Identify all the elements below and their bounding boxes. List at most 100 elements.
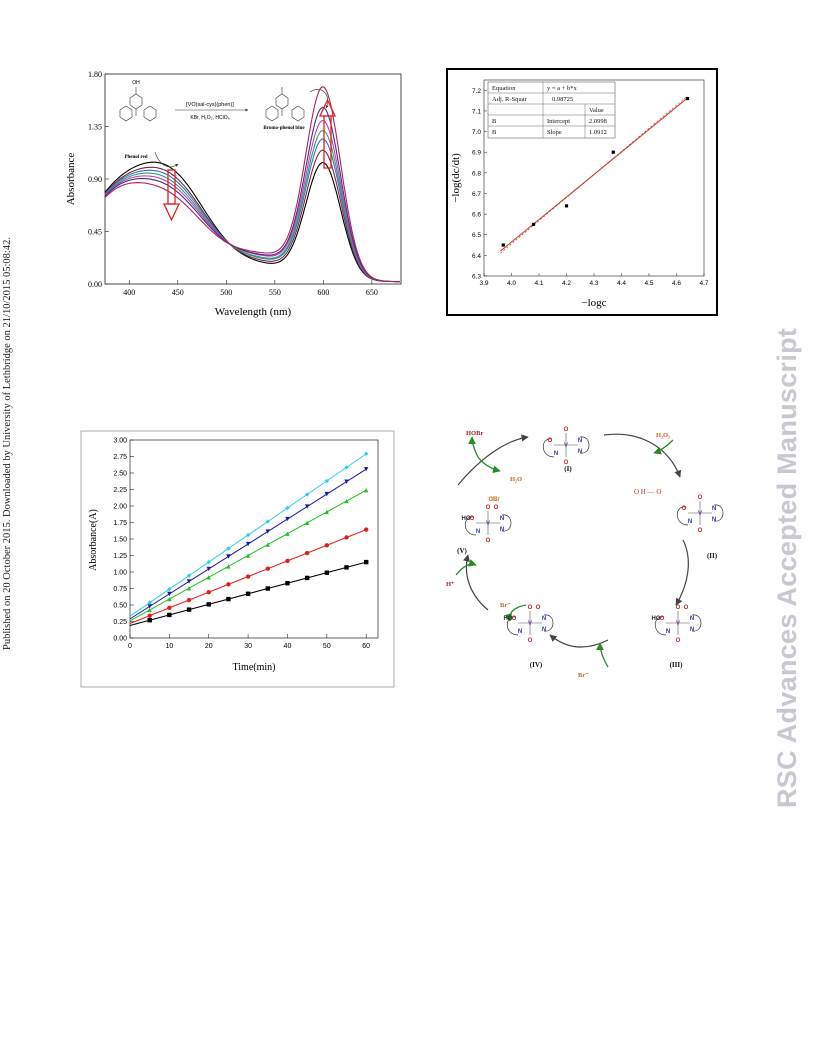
spectrum-line	[104, 129, 400, 283]
data-point	[285, 581, 290, 586]
spectrum-line	[104, 149, 400, 283]
data-point	[304, 575, 310, 581]
h2o2-label: H₂O₂	[656, 432, 670, 439]
data-point	[245, 574, 251, 579]
x-tick-label: 3.9	[479, 280, 488, 287]
data-point	[186, 585, 192, 591]
data-point	[265, 529, 270, 534]
data-point	[226, 554, 231, 559]
spectrum-line	[104, 86, 400, 283]
vanadium-atom: V	[564, 443, 568, 449]
nitrogen-atom: N	[554, 451, 558, 457]
log-rate-chart: 3.9 4.0 4.1 4.2 4.3 4.4 4.5 4.6 4.7 6.3 6.4 6.5 6.6 6…	[446, 68, 718, 316]
data-point	[265, 586, 270, 591]
complex-label-2: (II)	[707, 552, 718, 560]
nitrogen-atom: N	[578, 438, 582, 444]
data-point	[363, 559, 369, 565]
data-point	[285, 531, 290, 536]
nitrogen-atom: N	[712, 517, 716, 523]
oxygen-atom: O	[512, 616, 517, 622]
y-tick-label: 0.45	[88, 228, 102, 237]
x-tick-label: 650	[366, 288, 378, 297]
phen-ligand	[713, 504, 724, 522]
x-tick-label: 60	[362, 643, 370, 650]
oxygen-atom: O	[528, 638, 533, 644]
confidence-line	[500, 95, 688, 254]
hplus-label: H⁺	[446, 581, 455, 588]
data-point	[265, 566, 270, 571]
y-tick-label: 1.25	[113, 553, 127, 560]
y-tick-label: 2.25	[113, 487, 127, 494]
svg-text:Intercept: Intercept	[547, 118, 570, 125]
fit-line	[500, 97, 688, 252]
data-point	[167, 591, 172, 597]
data-point	[344, 565, 349, 570]
y-tick-label: 2.00	[113, 504, 127, 511]
manuscript-watermark: RSC Advances Accepted Manuscript	[772, 327, 802, 808]
data-point	[265, 542, 270, 547]
nitrogen-atom: N	[518, 629, 522, 635]
y-tick-label: 6.4	[472, 253, 481, 260]
conditions-label: KBr, H₂O₂, HClO₄	[190, 115, 229, 121]
x-axis-label: Wavelength (nm)	[215, 306, 292, 318]
oxygen-atom: O	[698, 528, 703, 534]
data-point	[167, 612, 172, 618]
complex-label-4: (IV)	[530, 661, 543, 669]
oxo-atom: O	[698, 495, 703, 501]
hydroperoxide-label: O H — O	[634, 488, 661, 496]
oxygen-atom: O	[486, 538, 491, 544]
x-tick-label: 550	[269, 288, 281, 297]
data-point	[206, 566, 211, 572]
bromophenol-blue-label: Bromo-phenol blue	[263, 126, 305, 131]
data-point	[167, 605, 172, 611]
phen-ligand	[543, 614, 554, 632]
data-point	[265, 519, 270, 524]
oxygen-atom: O	[564, 460, 569, 466]
x-tick-label: 450	[172, 288, 184, 297]
data-point	[344, 465, 349, 470]
y-tick-label: 7.2	[472, 88, 481, 95]
data-point	[245, 553, 251, 558]
data-point	[147, 617, 152, 623]
nitrogen-atom: N	[476, 529, 480, 535]
oxygen-atom: O	[548, 438, 553, 444]
nitrogen-atom: N	[542, 616, 546, 622]
svg-text:Equation: Equation	[492, 85, 516, 92]
spectrum-line	[104, 161, 400, 283]
data-point	[285, 516, 290, 522]
data-point	[304, 492, 310, 497]
vanadium-atom: V	[486, 521, 490, 527]
data-point	[226, 582, 231, 587]
data-point	[186, 597, 192, 603]
data-point	[206, 589, 211, 595]
nitrogen-atom: N	[712, 506, 716, 512]
data-point	[245, 591, 251, 596]
vanadium-atom: V	[528, 621, 532, 627]
fit-table: Equation y = a + b*x Adj. R-Squar 0.9872…	[487, 81, 616, 139]
salcys-ligand	[654, 616, 667, 636]
svg-text:Value: Value	[589, 107, 604, 114]
svg-text:Slope: Slope	[547, 129, 562, 136]
svg-text:Adj. R-Squar: Adj. R-Squar	[492, 96, 528, 103]
x-tick-label: 30	[244, 643, 252, 650]
nitrogen-atom: N	[500, 516, 504, 522]
nitrogen-atom: N	[542, 627, 546, 633]
data-point	[324, 491, 330, 497]
x-tick-label: 50	[323, 643, 331, 650]
svg-text:B: B	[492, 118, 497, 125]
x-tick-label: 40	[284, 643, 292, 650]
hobr-label: HOBr	[466, 430, 483, 437]
x-tick-label: 0	[128, 643, 132, 650]
data-point	[206, 575, 211, 580]
y-tick-label: 0.75	[113, 586, 127, 593]
data-point	[167, 596, 172, 602]
y-axis-label: Absorbance	[65, 153, 77, 206]
reaction-inset	[119, 87, 329, 168]
complex-label-1: (I)	[564, 465, 572, 473]
x-tick-label: 4.5	[644, 280, 653, 287]
y-tick-label: 1.75	[113, 520, 127, 527]
